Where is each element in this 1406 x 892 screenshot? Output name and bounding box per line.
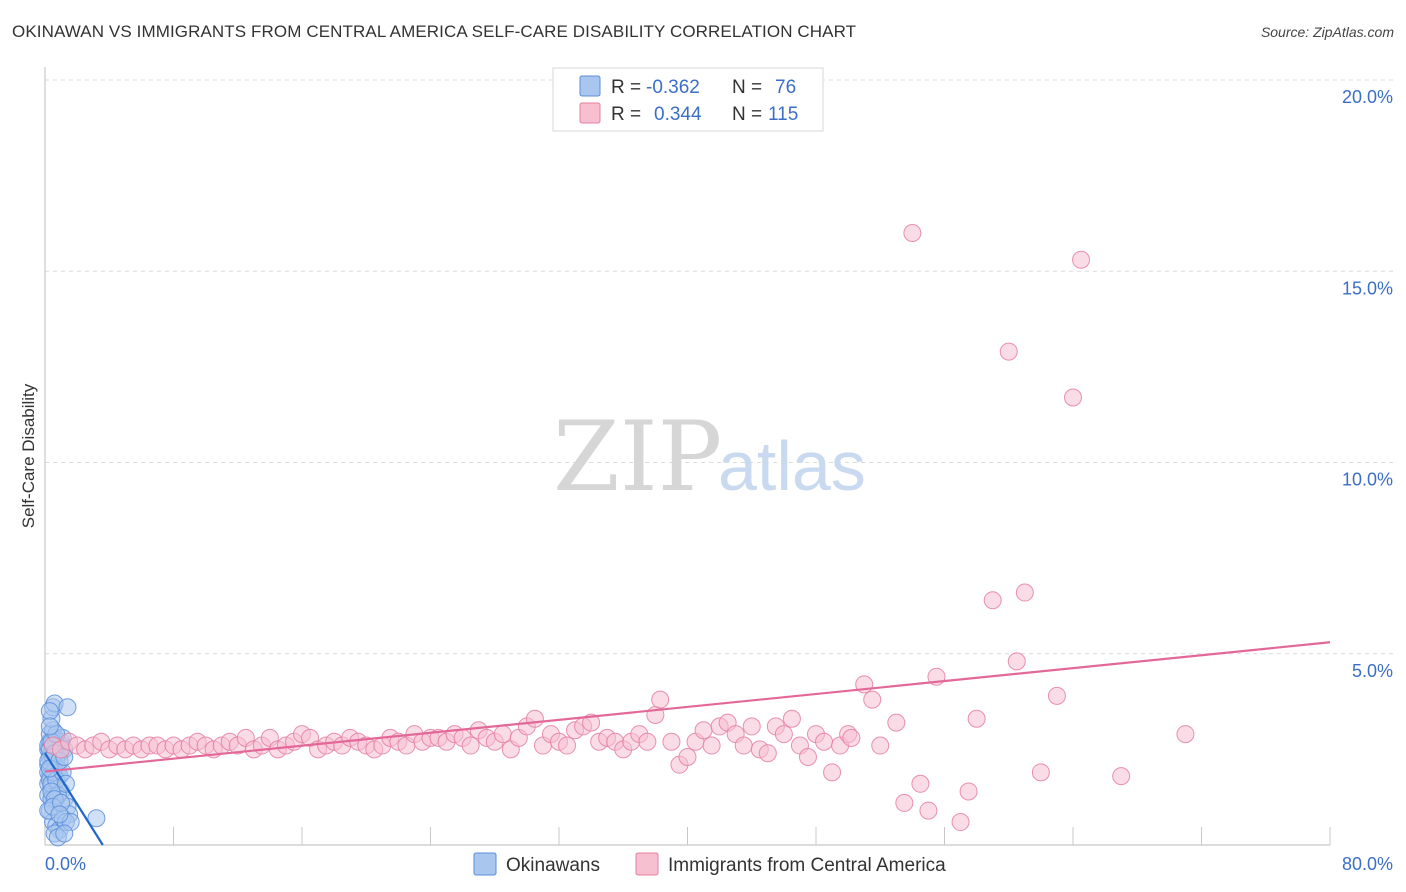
central-america-point bbox=[895, 793, 914, 812]
legend-swatch-central-america[interactable] bbox=[635, 852, 659, 876]
stats-legend: R = -0.362 N = 76 R = 0.344 N = 115 bbox=[552, 67, 824, 132]
central-america-point bbox=[959, 782, 978, 801]
stats-n-value-okinawans: 76 bbox=[775, 77, 796, 98]
points-layer bbox=[39, 224, 1195, 847]
central-america-point bbox=[1031, 763, 1050, 782]
central-america-point bbox=[1047, 686, 1066, 705]
central-america-point bbox=[638, 732, 657, 751]
central-america-point bbox=[651, 690, 670, 709]
central-america-point bbox=[871, 736, 890, 755]
central-america-point bbox=[734, 736, 753, 755]
x-tick-label: 80.0% bbox=[1342, 854, 1393, 874]
bottom-legend: Okinawans Immigrants from Central Americ… bbox=[473, 852, 946, 876]
stats-r-value-okinawans: -0.362 bbox=[646, 77, 700, 98]
central-america-point bbox=[582, 713, 601, 732]
central-america-point bbox=[951, 813, 970, 832]
central-america-point bbox=[1007, 652, 1026, 671]
trend-line-central-america bbox=[44, 641, 1331, 773]
okinawan-point bbox=[55, 824, 74, 843]
central-america-point bbox=[823, 763, 842, 782]
central-america-point bbox=[493, 725, 512, 744]
chart-title: OKINAWAN VS IMMIGRANTS FROM CENTRAL AMER… bbox=[12, 22, 857, 41]
trend-layer bbox=[44, 641, 1331, 846]
central-america-point bbox=[1072, 250, 1091, 269]
central-america-point bbox=[842, 728, 861, 747]
central-america-point bbox=[694, 721, 713, 740]
legend-label-okinawans[interactable]: Okinawans bbox=[506, 855, 600, 876]
okinawan-point bbox=[40, 717, 59, 736]
central-america-point bbox=[678, 748, 697, 767]
okinawan-point bbox=[58, 698, 77, 717]
central-america-point bbox=[558, 736, 577, 755]
chart-source: Source: ZipAtlas.com bbox=[1260, 24, 1394, 40]
central-america-point bbox=[999, 342, 1018, 361]
y-tick-label: 5.0% bbox=[1352, 661, 1393, 681]
central-america-point bbox=[702, 736, 721, 755]
central-america-point bbox=[1064, 388, 1082, 407]
y-tick-label: 15.0% bbox=[1342, 278, 1393, 298]
stats-r-label-central-america: R = bbox=[611, 104, 641, 125]
y-tick-label: 10.0% bbox=[1342, 470, 1393, 490]
central-america-point bbox=[782, 709, 801, 728]
grid-layer bbox=[45, 79, 1393, 655]
stats-swatch-central-america bbox=[579, 102, 601, 124]
okinawan-point bbox=[50, 805, 69, 824]
label-layer: 5.0% 10.0% 15.0% 20.0% 0.0% 80.0% Self-Care Di… bbox=[19, 87, 1393, 874]
central-america-point bbox=[758, 744, 777, 763]
stats-r-value-central-america: 0.344 bbox=[654, 104, 702, 125]
central-america-point bbox=[461, 736, 480, 755]
trend-line-okinawans bbox=[44, 752, 104, 846]
okinawan-point bbox=[87, 809, 106, 828]
central-america-point bbox=[742, 717, 761, 736]
okinawan-point bbox=[40, 702, 59, 721]
central-america-point bbox=[662, 732, 681, 751]
y-axis-label: Self-Care Disability bbox=[19, 383, 38, 528]
central-america-point bbox=[774, 725, 793, 744]
central-america-point bbox=[1176, 725, 1195, 744]
x-tick-label: 0.0% bbox=[45, 854, 86, 874]
stats-swatch-okinawans bbox=[579, 75, 601, 97]
central-america-point bbox=[815, 732, 834, 751]
watermark-atlas: atlas bbox=[718, 427, 866, 505]
central-america-point bbox=[863, 690, 882, 709]
stats-n-value-central-america: 115 bbox=[768, 104, 798, 125]
stats-r-label-okinawans: R = bbox=[611, 77, 641, 98]
central-america-point bbox=[798, 748, 817, 767]
central-america-point bbox=[911, 774, 930, 793]
watermark: ZIP atlas bbox=[553, 401, 866, 513]
central-america-point bbox=[525, 709, 544, 728]
legend-label-central-america[interactable]: Immigrants from Central America bbox=[668, 855, 946, 876]
central-america-point bbox=[1112, 767, 1131, 786]
y-tick-label: 20.0% bbox=[1342, 87, 1393, 107]
central-america-point bbox=[1015, 583, 1034, 602]
legend-swatch-okinawans[interactable] bbox=[473, 852, 497, 876]
central-america-point bbox=[919, 801, 938, 820]
central-america-point bbox=[967, 709, 986, 728]
stats-n-label-okinawans: N = bbox=[732, 77, 762, 98]
central-america-point bbox=[887, 713, 906, 732]
central-america-point bbox=[903, 224, 922, 242]
stats-n-label-central-america: N = bbox=[732, 104, 762, 125]
central-america-point bbox=[983, 591, 1002, 610]
watermark-zip: ZIP bbox=[553, 401, 722, 513]
